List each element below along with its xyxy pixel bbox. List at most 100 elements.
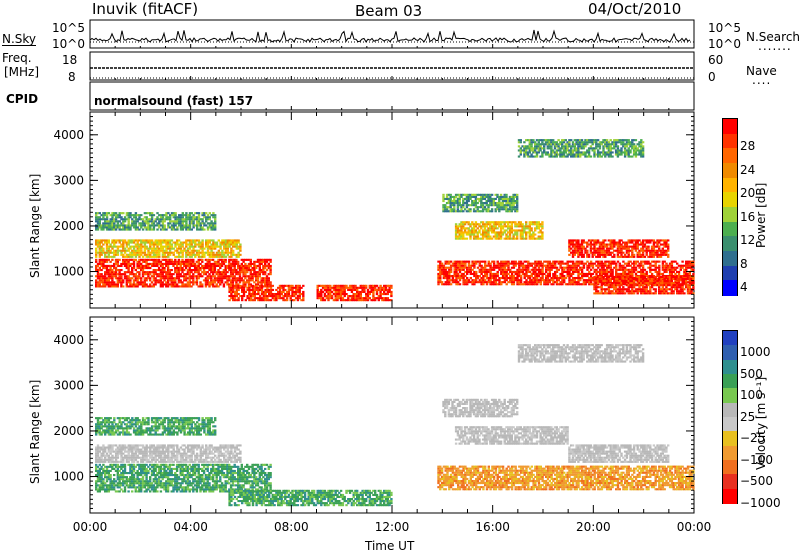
range-cell [596,249,600,252]
range-cell [247,283,251,286]
range-cell [640,270,643,273]
range-cell [563,277,566,280]
range-cell [620,245,623,248]
range-cell [548,275,551,278]
range-cell [559,275,562,278]
range-cell [600,290,603,293]
range-cell [593,245,596,248]
range-cell [388,299,391,302]
range-cell [600,272,604,275]
range-cell [257,297,260,300]
range-cell [508,233,512,236]
range-cell [264,271,267,274]
range-cell [104,273,107,276]
range-cell [444,204,447,207]
range-cell [165,283,168,286]
range-cell [258,258,261,261]
range-cell [107,275,110,278]
range-cell [636,280,639,283]
range-cell [224,260,227,263]
range-cell [296,286,300,289]
range-cell [568,281,571,284]
range-cell [184,277,188,280]
range-cell [561,277,564,280]
range-cell [168,253,172,256]
range-cell [268,299,271,302]
range-cell [645,249,648,252]
range-cell [602,270,605,273]
range-cell [188,279,191,282]
range-cell [595,268,598,271]
range-cell [462,260,465,263]
range-cell [466,270,469,273]
range-cell [598,243,602,246]
range-cell [134,255,138,258]
range-cell [519,221,522,224]
range-cell [361,288,364,291]
range-cell [552,275,555,278]
range-cell [602,262,605,265]
range-cell [481,233,485,236]
range-cell [145,245,148,248]
range-cell [629,272,632,275]
range-cell [659,249,663,252]
range-cell [166,273,170,276]
range-cell [548,262,551,265]
range-cell [201,285,204,288]
range-cell [237,239,240,242]
range-cell [622,241,625,244]
range-cell [640,268,643,271]
range-cell [338,290,341,293]
range-cell [685,280,688,283]
range-cell [453,281,456,284]
range-cell [269,295,273,298]
range-cell [606,275,609,278]
range-cell [469,231,472,234]
range-cell [179,281,182,284]
range-cell [205,224,208,227]
range-cell [670,290,673,293]
range-cell [260,297,264,300]
range-cell [658,272,661,275]
range-cell [627,264,630,267]
range-cell [176,241,179,244]
range-cell [98,281,101,284]
range-cell [600,277,603,280]
range-cell [161,275,164,278]
range-cell [264,260,267,263]
range-cell [604,249,607,252]
range-cell [258,271,261,274]
range-cell [609,247,612,250]
range-cell [539,260,542,263]
range-cell [318,295,321,298]
range-cell [570,264,573,267]
range-cell [467,229,470,232]
range-cell [580,266,584,269]
range-cell [174,267,177,270]
range-cell [336,293,339,296]
range-cell [618,245,621,248]
range-cell [570,283,573,286]
range-cell [485,275,489,278]
range-cell [688,272,691,275]
range-cell [235,286,238,289]
range-cell [440,270,444,273]
range-cell [632,253,636,256]
range-cell [253,275,256,278]
range-cell [143,251,147,254]
range-cell [663,264,666,267]
range-cell [192,220,195,223]
range-cell [606,266,609,269]
range-cell [206,275,209,278]
range-cell [172,285,175,288]
range-cell [462,231,465,234]
range-cell [140,226,143,229]
range-cell [645,251,648,254]
range-cell [681,292,684,295]
range-cell [156,258,159,261]
range-cell [446,272,449,275]
range-cell [672,284,675,287]
range-cell [226,279,229,282]
range-cell [465,221,469,224]
range-cell [275,297,278,300]
